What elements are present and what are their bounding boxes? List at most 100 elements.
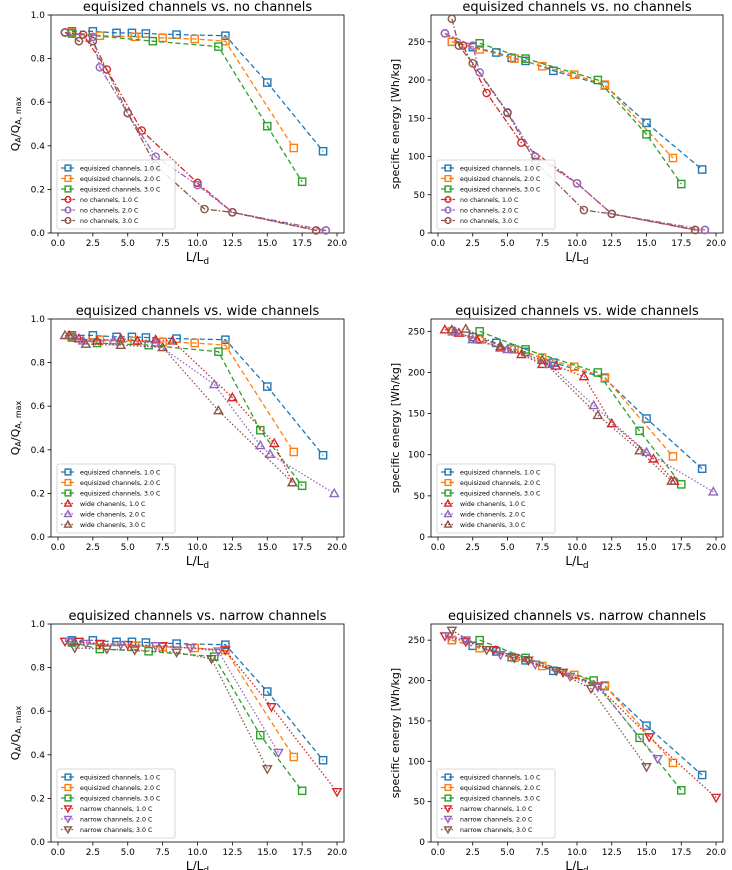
x-tick-label: 15.0: [637, 848, 657, 858]
chart-row2-right: equisized channels vs. wide channels 0.0 2…: [389, 304, 726, 571]
series-0: [447, 327, 707, 474]
data-point: [264, 448, 276, 459]
legend-marker: [64, 478, 72, 487]
y-tick-label: 0.2: [31, 489, 45, 499]
legend: equisized channels, 1.0 C equisized chann…: [56, 768, 176, 839]
legend-label: no channels, 3.0 C: [80, 218, 139, 225]
legend-label: equisized channels, 2.0 C: [460, 480, 541, 487]
data-point: [289, 143, 299, 153]
data-point: [588, 399, 600, 410]
legend-marker: [63, 498, 73, 507]
data-point: [707, 486, 719, 496]
x-tick-label: 17.5: [292, 543, 312, 553]
y-tick-label: 0.8: [31, 664, 46, 674]
series-line: [64, 31, 327, 232]
x-axis-label: L/Ld: [565, 859, 588, 870]
data-point: [148, 36, 158, 46]
legend-marker: [444, 185, 452, 193]
y-tick-label: 50: [414, 798, 426, 808]
x-tick-label: 0.0: [51, 239, 66, 249]
y-tick-label: 0.8: [31, 55, 46, 65]
data-point: [521, 54, 530, 63]
series-4: [63, 637, 284, 759]
data-point: [221, 340, 230, 350]
y-tick-label: 250: [408, 38, 425, 48]
data-point: [255, 425, 265, 435]
y-tick-label: 0.6: [31, 707, 46, 717]
data-point: [261, 765, 273, 775]
data-point: [475, 635, 484, 645]
x-tick-label: 7.5: [535, 848, 549, 858]
legend-box: [436, 159, 556, 230]
legend-label: equisized channels, 3.0 C: [460, 491, 541, 498]
legend-marker: [64, 783, 72, 792]
data-point: [328, 487, 340, 498]
x-tick-label: 0.0: [431, 239, 446, 249]
data-point: [219, 646, 231, 656]
data-point: [88, 27, 98, 36]
y-tick-label: 250: [408, 636, 425, 646]
legend: equisized channels, 1.0 C equisized chann…: [436, 463, 556, 534]
series-5: [447, 14, 700, 235]
x-tick-label: 20.0: [706, 239, 726, 249]
series-1: [67, 28, 299, 153]
x-tick-label: 17.5: [292, 848, 312, 858]
data-point: [262, 121, 272, 131]
data-point: [468, 58, 478, 68]
data-point: [495, 650, 506, 661]
data-point: [255, 730, 265, 740]
data-point: [446, 626, 458, 637]
data-point: [569, 70, 579, 79]
data-point: [642, 721, 651, 731]
x-axis-label: L/Ld: [565, 250, 588, 267]
legend-label: equisized channels, 2.0 C: [460, 176, 541, 183]
legend-label: wide chanenls, 2.0 C: [80, 512, 146, 519]
data-point: [475, 68, 484, 77]
data-point: [137, 126, 146, 135]
x-tick-label: 0.0: [431, 848, 446, 858]
data-point: [80, 338, 92, 348]
x-tick-label: 2.5: [466, 848, 480, 858]
series-5: [59, 329, 298, 487]
y-tick-label: 0.0: [31, 533, 46, 543]
data-point: [482, 88, 491, 98]
x-tick-label: 7.5: [155, 543, 169, 553]
series-5: [69, 644, 273, 775]
series-line: [64, 31, 317, 232]
x-tick-label: 12.5: [602, 239, 622, 249]
data-point: [564, 672, 576, 683]
x-tick-label: 0.0: [431, 543, 446, 553]
legend-marker: [64, 174, 72, 183]
legend-marker: [443, 826, 453, 835]
legend-marker: [64, 794, 72, 802]
x-tick-label: 2.5: [86, 239, 100, 249]
data-point: [318, 755, 328, 765]
legend-label: equisized channels, 3.0 C: [80, 796, 161, 803]
data-point: [193, 180, 202, 190]
x-tick-label: 2.5: [86, 543, 100, 553]
legend-box: [56, 768, 176, 839]
legend-label: equisized channels, 3.0 C: [460, 187, 541, 194]
data-point: [208, 378, 220, 389]
data-point: [273, 748, 284, 759]
data-point: [668, 153, 678, 163]
legend-marker: [444, 206, 452, 214]
series-line: [71, 640, 295, 758]
data-point: [460, 636, 472, 646]
legend-label: equisized channels, 1.0 C: [80, 775, 161, 782]
data-point: [592, 409, 604, 420]
series-line: [444, 32, 706, 231]
x-tick-label: 5.0: [500, 543, 515, 553]
data-point: [130, 32, 140, 42]
data-point: [331, 788, 343, 798]
y-axis-label: QA/QA, max: [9, 400, 23, 455]
legend-marker: [64, 206, 72, 214]
data-point: [488, 645, 499, 656]
x-tick-label: 10.0: [567, 239, 587, 249]
legend-box: [56, 159, 176, 230]
legend-label: narrow channels, 1.0 C: [80, 806, 153, 813]
data-point: [710, 793, 722, 804]
legend-marker: [443, 805, 453, 814]
data-point: [475, 45, 484, 54]
chart-title: equisized channels vs. narrow channels: [68, 609, 326, 624]
